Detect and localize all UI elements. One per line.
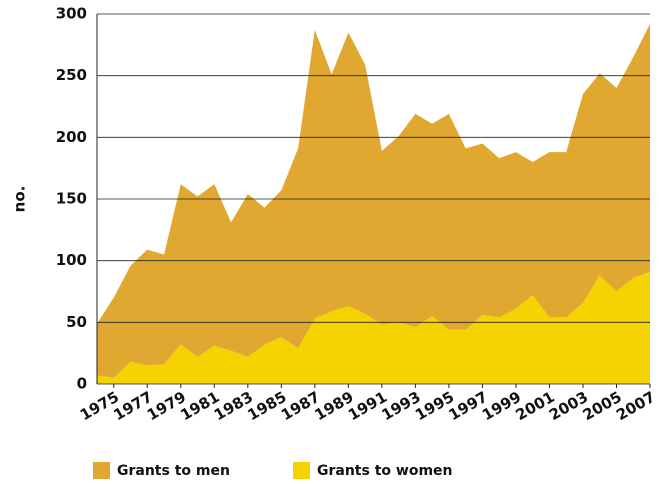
legend-label: Grants to women bbox=[317, 463, 453, 479]
legend-swatch bbox=[293, 462, 310, 479]
y-tick-label: 300 bbox=[56, 5, 87, 23]
area bbox=[97, 271, 650, 384]
y-tick-label: 100 bbox=[56, 251, 87, 269]
y-tick-label: 150 bbox=[56, 190, 87, 208]
y-tick-label: 50 bbox=[66, 313, 87, 331]
area bbox=[97, 23, 650, 378]
x-tick-label: 2007 bbox=[613, 388, 658, 424]
legend: Grants to men Grants to women bbox=[93, 462, 453, 479]
y-tick-label: 200 bbox=[56, 128, 87, 146]
y-tick-label: 0 bbox=[77, 375, 87, 393]
y-axis-label: no. bbox=[11, 186, 29, 213]
y-tick-label: 250 bbox=[56, 66, 87, 84]
legend-swatch bbox=[93, 462, 110, 479]
legend-label: Grants to men bbox=[117, 463, 230, 479]
